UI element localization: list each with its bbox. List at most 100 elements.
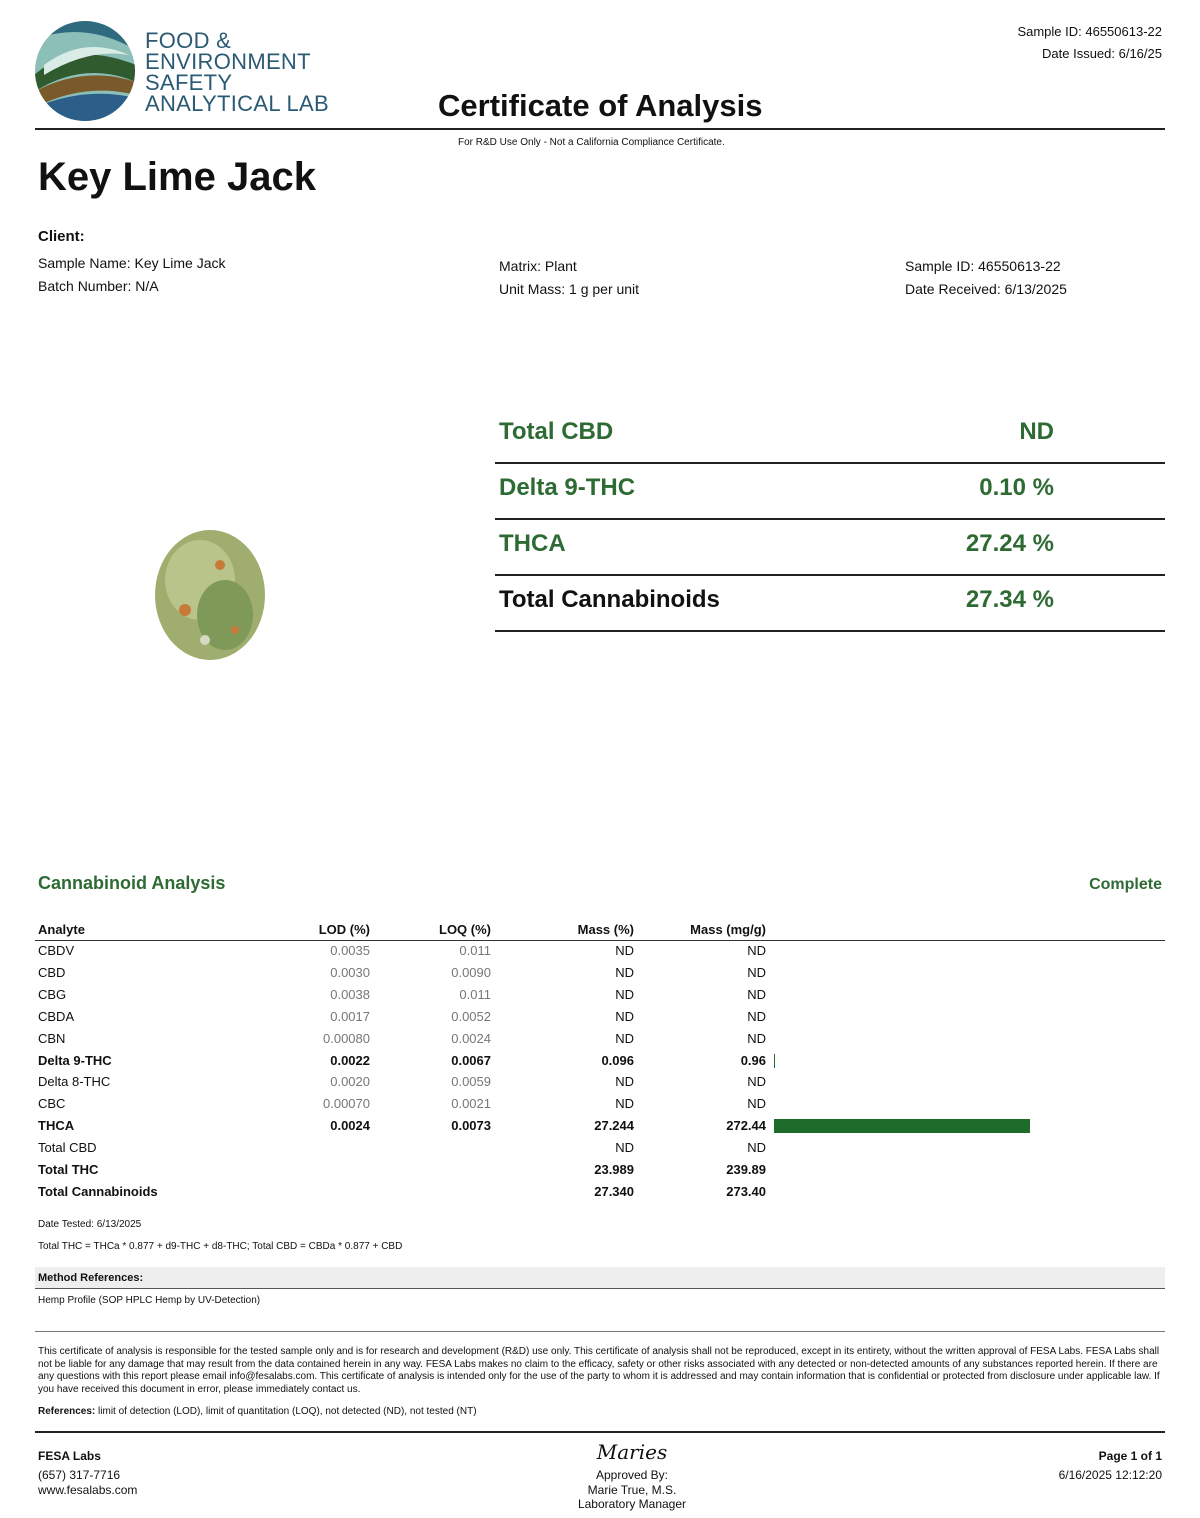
cell: ND	[747, 1008, 766, 1024]
cell: CBD	[38, 964, 66, 980]
header-row: Analyte LOD (%) LOQ (%) Mass (%) Mass (mg/g)	[38, 919, 1165, 941]
logo-mark	[35, 21, 135, 121]
page-number: Page 1 of 1	[1098, 1449, 1162, 1463]
role: Laboratory Manager	[577, 1497, 687, 1511]
lab: FESA Labs	[38, 1449, 101, 1463]
client-label: Client:	[38, 228, 85, 245]
cell: ND	[615, 943, 634, 958]
client-right: Sample ID: 46550613-22 Date Received: 6/1…	[905, 255, 1067, 301]
cell: 27.340	[594, 1183, 634, 1199]
table-row: Delta 9-THC 0.0022 0.0067 0.096 0.96	[38, 1050, 1165, 1072]
rule	[35, 1431, 1165, 1433]
cell: Delta 9-THC	[38, 1052, 112, 1068]
summary-row: Total CBD ND	[495, 406, 1165, 464]
method-label: Method References:	[38, 1272, 144, 1284]
field: Matrix: Plant	[499, 258, 577, 274]
section-title: Cannabinoid Analysis	[38, 873, 226, 893]
cell: 0.0017	[330, 1008, 370, 1024]
product-name: Key Lime Jack	[38, 155, 316, 199]
disclaimer: This certificate of analysis is responsi…	[38, 1346, 1160, 1395]
cell: ND	[747, 1074, 766, 1090]
status: Complete	[1089, 876, 1162, 893]
summary-value: 27.34 %	[965, 586, 1054, 613]
field: Unit Mass: 1 g per unit	[499, 281, 640, 297]
summary-label: Total Cannabinoids	[499, 586, 720, 613]
cell: ND	[615, 1030, 634, 1046]
field: Date Received: 6/13/2025	[905, 281, 1067, 297]
cell: 0.0052	[451, 1008, 491, 1024]
phone: (657) 317-7716	[38, 1468, 121, 1482]
formula: Total THC = THCa * 0.877 + d9-THC + d8-T…	[38, 1241, 403, 1252]
cell: Analyte	[38, 922, 85, 937]
cell: 0.96	[740, 1052, 766, 1068]
cell: 0.00080	[323, 1030, 370, 1046]
cell: Mass (mg/g)	[690, 922, 766, 937]
cell: 0.0030	[330, 964, 370, 980]
cell: 273.40	[726, 1183, 766, 1199]
cell: THCA	[38, 1118, 75, 1134]
approver: Marie True, M.S.	[587, 1482, 677, 1497]
cell: ND	[747, 964, 766, 980]
field: Batch Number: N/A	[38, 278, 159, 294]
cell: Mass (%)	[577, 922, 634, 937]
cell: 0.0090	[451, 964, 491, 980]
cell: ND	[615, 964, 634, 980]
cell: Total Cannabinoids	[38, 1183, 158, 1199]
cell: ND	[615, 1008, 634, 1024]
field: Sample ID: 46550613-22	[905, 258, 1061, 274]
logo-line: ANALYTICAL LAB	[145, 91, 329, 116]
field: Sample Name: Key Lime Jack	[38, 255, 226, 271]
approved: Approved By:	[595, 1468, 669, 1482]
cell: 0.0073	[451, 1118, 491, 1134]
cell: 272.44	[726, 1118, 766, 1134]
cell: LOQ (%)	[439, 922, 491, 937]
sample-id: Sample ID: 46550613-22	[1017, 24, 1162, 39]
table-row: CBD 0.0030 0.0090 ND ND	[38, 962, 1165, 984]
table-row: THCA 0.0024 0.0073 27.244 272.44	[38, 1115, 1165, 1137]
bar	[774, 1119, 1031, 1134]
cell: 0.0067	[451, 1052, 491, 1068]
cell: 0.0020	[330, 1074, 370, 1090]
cell: 0.0024	[330, 1118, 370, 1134]
rule	[35, 1331, 1165, 1332]
cell: CBC	[38, 1096, 66, 1112]
client-middle: Matrix: Plant Unit Mass: 1 g per unit	[499, 255, 639, 301]
cell: 0.096	[601, 1052, 634, 1068]
references: References: limit of detection (LOD), li…	[38, 1406, 477, 1417]
cell: CBDA	[38, 1008, 75, 1024]
subtitle: For R&D Use Only - Not a California Comp…	[458, 137, 725, 148]
summary-value: ND	[1019, 418, 1054, 445]
cell: ND	[747, 1030, 766, 1046]
summary-value: 27.24 %	[965, 530, 1054, 557]
web: www.fesalabs.com	[38, 1483, 138, 1497]
logo-line: ENVIRONMENT	[145, 49, 311, 74]
summary-row: THCA 27.24 %	[495, 518, 1165, 576]
table-row: CBN 0.00080 0.0024 ND ND	[38, 1028, 1165, 1050]
approval: Approved By: Marie True, M.S. Laboratory M…	[532, 1468, 732, 1512]
summary-row: Delta 9-THC 0.10 %	[495, 462, 1165, 520]
cell: 0.011	[459, 986, 491, 1002]
summary-value: 0.10 %	[979, 474, 1054, 501]
product-photo	[155, 530, 265, 660]
cell: ND	[615, 986, 634, 1002]
cell: 0.0038	[330, 986, 370, 1002]
cell: 0.0024	[451, 1030, 491, 1046]
cell: CBDV	[38, 943, 75, 958]
table-row: Delta 8-THC 0.0020 0.0059 ND ND	[38, 1071, 1165, 1093]
table-row: Total Cannabinoids 27.340 273.40	[38, 1181, 1165, 1203]
table-row: Total CBD ND ND	[38, 1137, 1165, 1159]
summary-row: Total Cannabinoids 27.34 %	[495, 574, 1165, 632]
client-left: Sample Name: Key Lime Jack Batch Number: …	[38, 252, 226, 298]
cell: LOD (%)	[318, 922, 370, 937]
signature: Maries	[596, 1440, 668, 1464]
cell: ND	[615, 1074, 634, 1090]
cell: 0.011	[459, 943, 491, 958]
doc-title: Certificate of Analysis	[438, 88, 763, 123]
cell: ND	[747, 1096, 766, 1112]
table-row: CBG 0.0038 0.011 ND ND	[38, 984, 1165, 1006]
cell: CBG	[38, 986, 67, 1002]
cell: CBN	[38, 1030, 66, 1046]
cell: 0.0035	[330, 943, 370, 958]
cell: ND	[615, 1140, 634, 1156]
